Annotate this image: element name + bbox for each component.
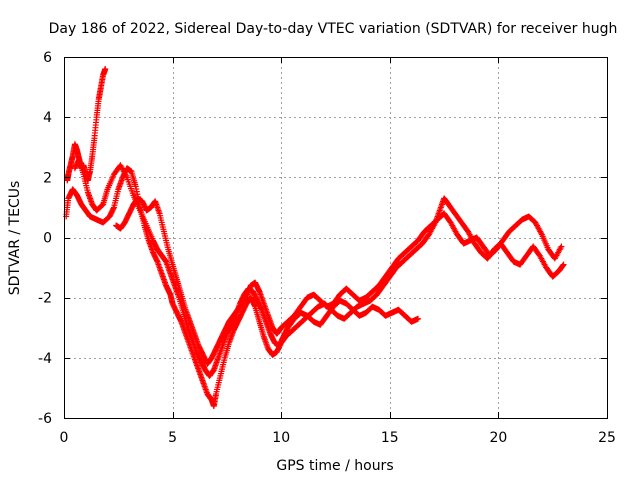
x-tick-label: 0 (60, 430, 69, 446)
y-tick-label: 6 (43, 50, 52, 66)
grid (64, 57, 607, 418)
data-point (558, 243, 565, 250)
y-tick-labels: -6 -4 -2 0 2 4 6 (38, 50, 52, 427)
x-tick-labels: 0 5 10 15 20 25 (60, 430, 616, 446)
x-tick-label: 25 (598, 430, 616, 446)
y-tick-label: -6 (38, 411, 52, 427)
x-tick-label: 5 (168, 430, 177, 446)
series-track-1 (64, 66, 109, 184)
x-tick-label: 20 (489, 430, 507, 446)
data-point (99, 202, 106, 209)
chart-title: Day 186 of 2022, Sidereal Day-to-day VTE… (49, 21, 618, 37)
x-axis-label: GPS time / hours (276, 458, 393, 474)
data-point (64, 177, 71, 184)
y-tick-label: 0 (43, 231, 52, 247)
x-tick-label: 10 (272, 430, 290, 446)
data-point (560, 261, 567, 268)
series-track-3 (71, 156, 422, 379)
y-tick-label: -4 (38, 351, 52, 367)
y-axis-label: SDTVAR / TECUs (7, 181, 23, 296)
series-track-4 (113, 195, 565, 367)
y-tick-label: -2 (38, 291, 52, 307)
y-tick-label: 2 (43, 170, 52, 186)
data-point (415, 315, 422, 322)
ticks (64, 57, 608, 419)
x-tick-label: 15 (381, 430, 399, 446)
y-tick-label: 4 (43, 110, 52, 126)
data-points (63, 66, 567, 409)
